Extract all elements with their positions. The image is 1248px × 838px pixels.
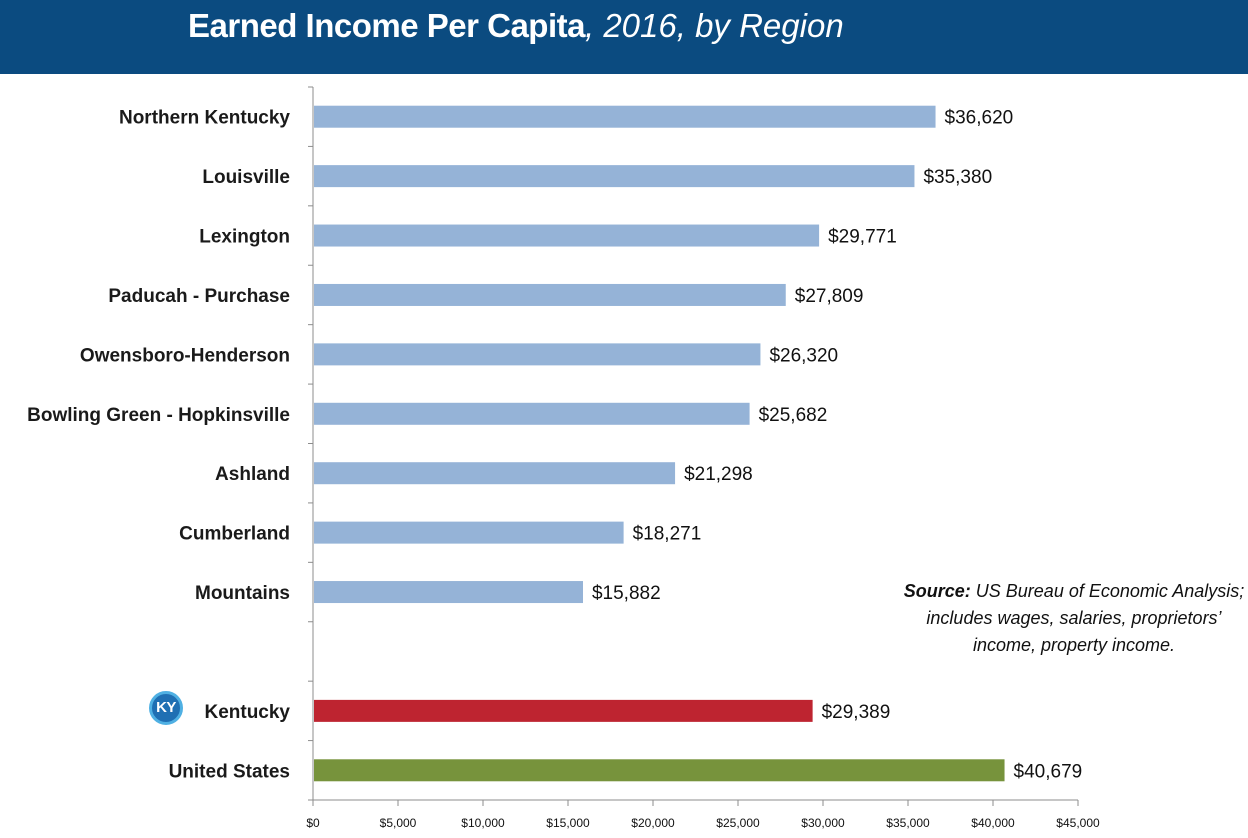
title-banner: Earned Income Per Capita, 2016, by Regio…: [0, 0, 1248, 74]
bar: [314, 283, 786, 306]
x-tick-label: $35,000: [886, 816, 930, 830]
category-label: Ashland: [215, 464, 290, 485]
data-label: $27,809: [795, 286, 864, 307]
category-label: Bowling Green - Hopkinsville: [27, 405, 290, 426]
x-axis-ticks: $0 $5,000 $10,000 $15,000 $20,000 $25,000 $30,…: [306, 800, 1100, 830]
bar: [314, 165, 915, 188]
category-label: Owensboro-Henderson: [80, 345, 290, 366]
source-note: Source: US Bureau of Economic Analysis; …: [900, 578, 1248, 659]
category-label: Kentucky: [204, 702, 290, 723]
data-label: $40,679: [1014, 761, 1083, 782]
category-label: Northern Kentucky: [119, 108, 290, 129]
bar: [314, 759, 1005, 782]
bar: [314, 581, 583, 604]
data-label: $29,771: [828, 227, 897, 248]
bar: [314, 699, 813, 722]
x-tick-label: $0: [306, 816, 320, 830]
source-label: Source:: [903, 581, 971, 601]
category-label: Lexington: [199, 227, 290, 248]
x-tick-label: $30,000: [801, 816, 845, 830]
category-label: Cumberland: [179, 524, 290, 545]
bar: [314, 462, 676, 485]
category-label: United States: [169, 761, 290, 782]
chart-title-main: Earned Income Per Capita: [188, 7, 585, 44]
kentucky-badge-icon: KY: [149, 691, 183, 725]
data-label: $21,298: [684, 464, 753, 485]
bar: [314, 521, 624, 544]
data-label: $29,389: [822, 702, 891, 723]
chart-title: Earned Income Per Capita, 2016, by Regio…: [188, 4, 844, 48]
bar: [314, 343, 761, 366]
bar: [314, 105, 936, 128]
data-label: $25,682: [759, 405, 828, 426]
x-tick-label: $25,000: [716, 816, 760, 830]
data-label: $36,620: [945, 108, 1014, 129]
value-labels: $36,620 $35,380 $29,771 $27,809 $26,320 $25,6…: [592, 108, 1082, 783]
category-label: Mountains: [195, 583, 290, 604]
x-tick-label: $20,000: [631, 816, 675, 830]
data-label: $35,380: [923, 167, 992, 188]
category-label: Paducah - Purchase: [108, 286, 290, 307]
category-ticks: [308, 86, 313, 801]
chart-title-sub: , 2016, by Region: [584, 7, 844, 44]
bar: [314, 224, 820, 247]
source-text: US Bureau of Economic Analysis; includes…: [926, 581, 1245, 655]
x-tick-label: $45,000: [1056, 816, 1100, 830]
category-labels: Northern Kentucky Louisville Lexington Padu…: [27, 108, 290, 783]
x-tick-label: $10,000: [461, 816, 505, 830]
category-label: Louisville: [202, 167, 290, 188]
data-label: $15,882: [592, 583, 661, 604]
bars: [314, 105, 1005, 782]
x-tick-label: $40,000: [971, 816, 1015, 830]
bar: [314, 402, 750, 425]
x-tick-label: $5,000: [380, 816, 417, 830]
data-label: $18,271: [633, 524, 702, 545]
x-tick-label: $15,000: [546, 816, 590, 830]
data-label: $26,320: [769, 345, 838, 366]
